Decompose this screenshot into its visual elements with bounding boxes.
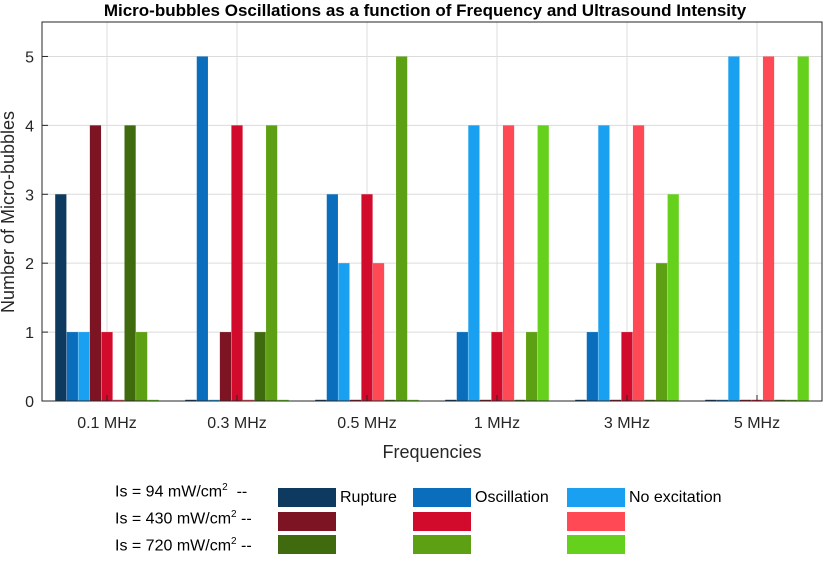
x-tick-label-0: 0.1 MHz xyxy=(77,415,137,432)
bar-4-3 xyxy=(609,399,622,401)
x-ticks: 0.1 MHz 0.3 MHz 0.5 MHz 1 MHz 3 MHz 5 MHz xyxy=(77,395,780,432)
bar-5-5 xyxy=(762,56,775,402)
bar-4-2 xyxy=(598,125,610,401)
bar-1-3 xyxy=(219,332,232,401)
bar-5-3 xyxy=(739,399,752,401)
bar-0-2 xyxy=(78,332,90,401)
bar-2-1 xyxy=(326,194,338,401)
bar-0-4 xyxy=(101,332,113,401)
bar-3-2 xyxy=(468,125,480,401)
bar-3-4 xyxy=(491,332,503,401)
bar-2-2 xyxy=(338,263,350,401)
y-tick-label-2: 2 xyxy=(25,256,34,273)
y-tick-label-4: 4 xyxy=(25,118,34,135)
bar-4-6 xyxy=(644,399,656,401)
bar-2-0 xyxy=(315,399,327,401)
bar-5-1 xyxy=(716,399,728,401)
bar-5-6 xyxy=(774,399,786,401)
bar-2-5 xyxy=(372,263,385,401)
bar-1-6 xyxy=(254,332,266,401)
bar-2-4 xyxy=(361,194,373,401)
bar-0-6 xyxy=(124,125,136,401)
bar-5-7 xyxy=(786,399,798,401)
bar-3-3 xyxy=(479,399,492,401)
bar-4-7 xyxy=(656,263,668,401)
bar-1-0 xyxy=(185,399,197,401)
x-tick-label-4: 3 MHz xyxy=(604,415,650,432)
bar-1-2 xyxy=(208,399,220,401)
bar-2-8 xyxy=(407,399,419,401)
x-tick-label-5: 5 MHz xyxy=(734,415,780,432)
bar-0-0 xyxy=(55,194,67,401)
bar-5-0 xyxy=(705,399,717,401)
bar-5-8 xyxy=(797,56,809,402)
bar-5-2 xyxy=(728,56,740,402)
bar-4-4 xyxy=(621,332,633,401)
bar-1-8 xyxy=(277,399,289,401)
bar-0-3 xyxy=(89,125,102,401)
bar-1-4 xyxy=(231,125,243,401)
bar-4-0 xyxy=(575,399,587,401)
y-tick-label-5: 5 xyxy=(25,49,34,66)
chart-title: Micro-bubbles Oscillations as a function… xyxy=(104,1,747,20)
x-tick-label-1: 0.3 MHz xyxy=(207,415,267,432)
bar-4-8 xyxy=(667,194,679,401)
y-axis-label: Number of Micro-bubbles xyxy=(0,111,18,313)
bar-4-1 xyxy=(586,332,598,401)
bar-4-5 xyxy=(632,125,645,401)
bar-1-7 xyxy=(266,125,278,401)
bar-0-1 xyxy=(66,332,78,401)
x-tick-label-3: 1 MHz xyxy=(474,415,520,432)
x-tick-label-2: 0.5 MHz xyxy=(337,415,397,432)
bar-0-7 xyxy=(136,332,148,401)
bar-3-8 xyxy=(537,125,549,401)
bar-3-7 xyxy=(526,332,538,401)
y-ticks: 0 1 2 3 4 5 xyxy=(25,49,48,411)
bar-0-8 xyxy=(147,399,159,401)
grid-lines xyxy=(42,22,822,401)
bars xyxy=(55,56,809,402)
bar-1-5 xyxy=(242,399,255,401)
y-tick-label-0: 0 xyxy=(25,394,34,411)
bar-3-5 xyxy=(502,125,515,401)
bar-3-0 xyxy=(445,399,457,401)
bar-3-6 xyxy=(514,399,526,401)
plot-area-border xyxy=(41,21,823,402)
y-tick-label-1: 1 xyxy=(25,325,34,342)
y-tick-label-3: 3 xyxy=(25,187,34,204)
bar-0-5 xyxy=(112,399,125,401)
bar-3-1 xyxy=(456,332,468,401)
x-axis-label: Frequencies xyxy=(382,442,481,462)
bar-2-3 xyxy=(349,399,362,401)
bar-2-6 xyxy=(384,399,396,401)
bar-2-7 xyxy=(396,56,408,402)
bar-1-1 xyxy=(196,56,208,402)
